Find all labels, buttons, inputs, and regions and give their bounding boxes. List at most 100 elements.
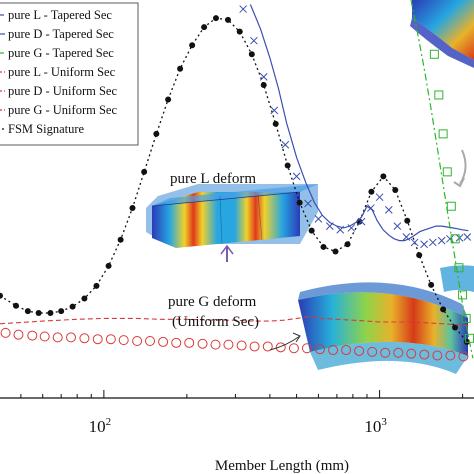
legend-entry-pure-d-uniform-sec: pure D - Uniform Sec (0, 84, 117, 98)
pure-g-deform-inset-image (298, 282, 468, 374)
x-marker-11 (357, 217, 366, 226)
square-marker-3 (442, 167, 452, 177)
fsm-point-20 (236, 28, 243, 35)
pure-l-deform-inset-image (146, 184, 318, 248)
square-marker-1 (434, 90, 444, 100)
circle-marker-0 (0, 327, 11, 338)
fsm-point-38 (452, 324, 459, 331)
pure-d-tapered-sec-line (249, 4, 469, 242)
fsm-point-19 (225, 16, 232, 23)
fsm-point-13 (153, 130, 160, 137)
fsm-point-34 (404, 217, 411, 224)
x-marker-15 (393, 222, 402, 230)
fsm-point-28 (332, 248, 339, 255)
square-marker-7 (458, 290, 468, 300)
x-marker-0 (239, 5, 248, 13)
square-marker-2 (438, 129, 448, 139)
fsm-point-4 (47, 309, 54, 316)
x-marker-17 (410, 238, 419, 247)
circle-marker-28 (367, 346, 378, 357)
pure-g-deform-label-line2: (Uniform Sec) (172, 314, 259, 330)
legend-label-0: pure L - Tapered Sec (8, 8, 112, 22)
legend-label-6: FSM Signature (8, 122, 85, 136)
fsm-point-37 (440, 306, 447, 313)
square-marker-8 (461, 313, 471, 323)
square-marker-6 (454, 263, 464, 273)
pure-g-deform-label-line1: pure G deform (168, 294, 257, 310)
circle-marker-22 (288, 343, 299, 354)
circle-marker-35 (458, 351, 469, 362)
circle-marker-9 (118, 335, 129, 346)
legend-label-2: pure G - Tapered Sec (8, 46, 114, 60)
circle-marker-11 (145, 336, 156, 347)
legend-label-4: pure D - Uniform Sec (8, 84, 117, 98)
fsm-point-29 (344, 241, 351, 248)
fsm-point-32 (380, 173, 387, 180)
x-marker-2 (259, 73, 268, 81)
legend-box (0, 2, 139, 146)
square-marker-0 (429, 49, 439, 59)
fsm-point-11 (129, 205, 136, 212)
annotation-arrows (220, 149, 467, 351)
legend-entry-pure-l-uniform-sec: pure L - Uniform Sec (0, 65, 116, 79)
pure-g-deform-arrow (269, 335, 301, 351)
circle-marker-29 (380, 347, 391, 358)
fsm-point-0 (0, 292, 3, 299)
x-marker-10 (347, 224, 356, 232)
x-marker-3 (270, 106, 279, 115)
circle-marker-13 (171, 337, 182, 348)
legend-label-5: pure G - Uniform Sec (8, 103, 117, 117)
fsm-point-26 (308, 227, 315, 234)
right-inset-image (440, 265, 474, 292)
fsm-point-6 (69, 303, 76, 310)
series-pure-l-uniform-sec (0, 316, 469, 327)
circle-marker-14 (184, 337, 195, 348)
legend-label-3: pure L - Uniform Sec (8, 65, 116, 79)
fsm-point-16 (189, 42, 196, 49)
x-marker-12 (367, 204, 375, 212)
circle-marker-34 (445, 350, 456, 361)
fsm-point-8 (93, 282, 100, 289)
circle-marker-21 (275, 342, 286, 353)
fsm-point-24 (284, 162, 291, 169)
circle-marker-24 (315, 344, 326, 355)
circle-marker-15 (197, 338, 208, 349)
fsm-point-5 (58, 308, 65, 315)
circle-marker-18 (236, 340, 247, 351)
x-axis: 102 103 (20, 390, 464, 436)
x-marker-5 (292, 172, 301, 181)
series-pure-d-tapered-sec (249, 4, 469, 242)
circle-marker-32 (419, 349, 430, 360)
x-marker-18 (420, 240, 428, 249)
pure-l-uniform-sec-line (0, 316, 469, 327)
series-pure-d-uniform-sec (0, 327, 469, 362)
legend-entry-pure-g-tapered-sec: pure G - Tapered Sec (0, 46, 114, 60)
x-marker-23 (463, 233, 472, 241)
square-marker-4 (446, 201, 456, 211)
x-marker-1 (250, 36, 258, 45)
top-right-inset-image (410, 0, 474, 68)
legend: pure L - Tapered Sec pure D - Tapered Sec… (0, 2, 139, 146)
legend-entry-pure-d-tapered-sec: pure D - Tapered Sec (0, 27, 114, 41)
circle-marker-17 (223, 339, 234, 350)
fsm-point-35 (416, 252, 423, 259)
pure-g-tapered-sec-line (410, 0, 474, 359)
x-marker-7 (314, 215, 323, 223)
fsm-point-22 (260, 82, 267, 89)
fsm-point-31 (368, 188, 375, 195)
fsm-point-25 (296, 199, 303, 206)
circle-marker-10 (132, 336, 143, 347)
fsm-point-21 (248, 51, 255, 58)
circle-marker-27 (354, 345, 365, 356)
legend-entry-pure-g-uniform-sec: pure G - Uniform Sec (0, 103, 117, 117)
circle-marker-7 (92, 334, 103, 345)
fsm-point-23 (272, 120, 279, 127)
x-marker-19 (428, 238, 437, 247)
circle-marker-2 (27, 330, 38, 341)
x-tick-label-0: 102 (89, 416, 112, 436)
fsm-point-17 (201, 24, 208, 31)
fsm-point-9 (105, 262, 112, 269)
x-marker-20 (437, 236, 446, 245)
x-marker-14 (384, 206, 393, 214)
